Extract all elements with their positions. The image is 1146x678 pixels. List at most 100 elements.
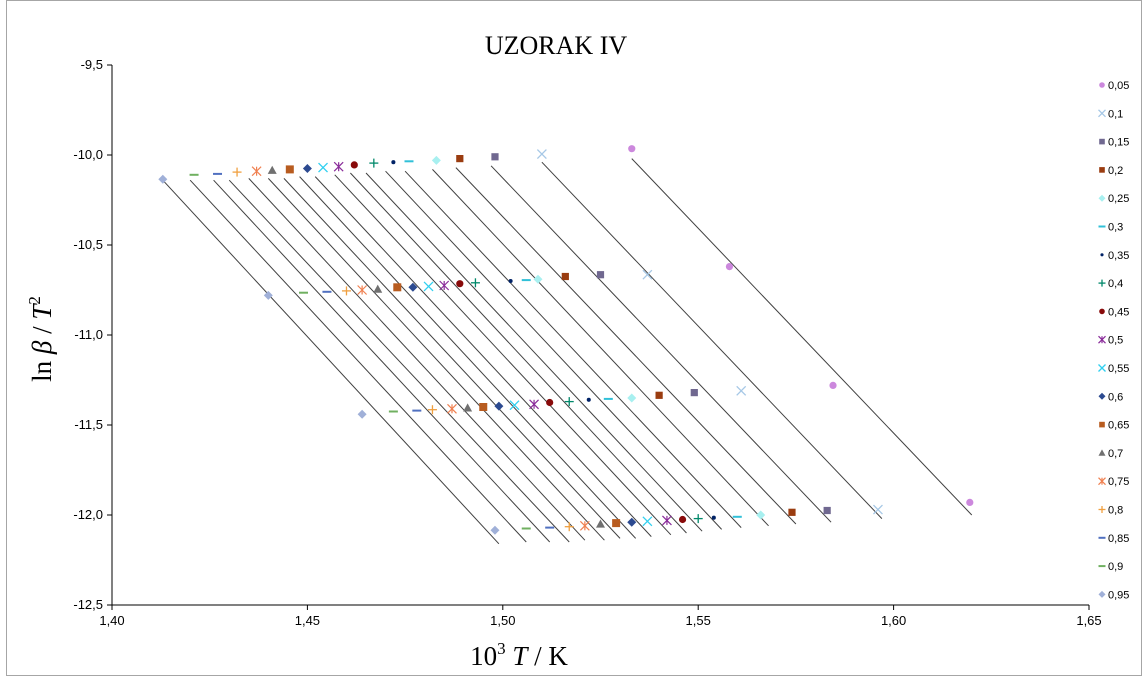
fit-line xyxy=(314,176,652,537)
y-tick-label: -10,0 xyxy=(73,147,103,162)
fit-line xyxy=(455,167,797,525)
data-point xyxy=(642,516,653,527)
data-point xyxy=(529,399,539,410)
legend-marker xyxy=(1098,590,1106,598)
x-axis-label: 103 T / K xyxy=(470,639,568,671)
data-point xyxy=(693,514,703,524)
x-tick-label: 1,40 xyxy=(99,613,124,628)
y-tick-label: -12,5 xyxy=(73,597,103,612)
data-point xyxy=(736,385,747,396)
data-point xyxy=(158,174,168,184)
fit-line xyxy=(267,178,605,541)
data-point xyxy=(479,403,488,411)
legend-label: 0,6 xyxy=(1108,391,1123,403)
data-point xyxy=(788,508,796,516)
data-point xyxy=(564,397,574,407)
y-tick-label: -9,5 xyxy=(81,57,103,72)
y-tick-label: -12,0 xyxy=(73,507,103,522)
legend-marker xyxy=(1099,167,1105,173)
data-point xyxy=(655,391,663,399)
legend-marker xyxy=(1100,253,1104,257)
fit-line xyxy=(490,165,832,523)
legend-label: 0,8 xyxy=(1108,505,1123,517)
data-point xyxy=(823,506,831,515)
legend-label: 0,35 xyxy=(1108,250,1129,262)
legend-label: 0,55 xyxy=(1108,363,1129,375)
data-point xyxy=(873,504,883,515)
x-tick-label: 1,65 xyxy=(1076,613,1101,628)
data-point xyxy=(285,165,294,174)
data-point xyxy=(690,389,698,397)
y-tick-label: -11,5 xyxy=(74,417,103,432)
legend-label: 0,2 xyxy=(1108,165,1123,177)
data-point xyxy=(725,263,734,271)
fit-line xyxy=(248,178,586,541)
legend-label: 0,75 xyxy=(1108,476,1129,488)
data-point xyxy=(579,520,590,531)
legend-label: 0,15 xyxy=(1108,137,1129,149)
data-point xyxy=(357,409,367,419)
data-point xyxy=(612,519,621,528)
data-point xyxy=(267,165,277,174)
axes xyxy=(107,64,1090,610)
data-point xyxy=(596,271,605,279)
data-point xyxy=(596,519,605,528)
legend-label: 0,9 xyxy=(1108,561,1123,573)
fit-line xyxy=(365,172,703,532)
fit-line xyxy=(432,169,769,527)
data-point xyxy=(491,153,499,161)
data-point xyxy=(439,280,450,291)
y-tick-labels: -9,5 -10,0 -10,5 -11,0 -11,5 -12,0 -12,5 xyxy=(73,57,103,612)
data-point xyxy=(251,166,262,177)
data-point xyxy=(509,400,520,411)
fit-line xyxy=(631,158,973,516)
data-point xyxy=(463,403,473,412)
data-point xyxy=(627,393,637,403)
data-point xyxy=(431,155,441,165)
fit-line xyxy=(541,161,883,519)
legend-label: 0,05 xyxy=(1108,80,1129,92)
fit-line xyxy=(189,179,527,543)
data-point xyxy=(508,278,513,284)
fit-line xyxy=(162,179,500,545)
data-point xyxy=(490,525,500,535)
legend-marker xyxy=(1099,308,1105,315)
data-point xyxy=(232,167,242,177)
data-point xyxy=(350,161,358,169)
legend-label: 0,45 xyxy=(1108,306,1129,318)
data-point xyxy=(318,162,328,173)
legend-label: 0,4 xyxy=(1108,278,1123,290)
x-tick-labels: 1,40 1,45 1,50 1,55 1,60 1,65 xyxy=(99,613,1101,628)
data-point xyxy=(456,155,464,163)
legend-label: 0,85 xyxy=(1108,533,1129,545)
legend-marker xyxy=(1098,335,1106,344)
legend-label: 0,65 xyxy=(1108,420,1129,432)
fit-line xyxy=(350,172,687,534)
fit-line xyxy=(404,170,742,528)
fit-lines xyxy=(162,158,973,545)
fit-line xyxy=(385,170,723,530)
data-point xyxy=(494,401,504,411)
data-point xyxy=(373,284,383,293)
y-tick-label: -11,0 xyxy=(74,327,103,342)
data-point xyxy=(391,160,396,165)
legend-label: 0,5 xyxy=(1108,335,1123,347)
data-point xyxy=(456,280,464,288)
data-point xyxy=(357,285,368,295)
data-point xyxy=(423,281,434,292)
legend-marker xyxy=(1098,477,1106,486)
data-point xyxy=(564,522,574,532)
data-point xyxy=(627,517,637,527)
fit-line xyxy=(283,178,621,539)
x-tick-label: 1,45 xyxy=(295,613,320,628)
chart-title: UZORAK IV xyxy=(485,31,627,60)
data-point xyxy=(756,510,766,520)
data-point xyxy=(341,286,351,296)
data-point xyxy=(408,282,418,292)
data-point xyxy=(586,397,591,402)
data-point xyxy=(966,498,974,506)
data-points xyxy=(158,145,974,535)
legend-marker xyxy=(1098,506,1106,513)
chart-svg: UZORAK IV 1,40 1,45 1,50 1,55 1,60 1,65 -9,5-… xyxy=(25,31,1129,671)
data-point xyxy=(333,161,344,172)
